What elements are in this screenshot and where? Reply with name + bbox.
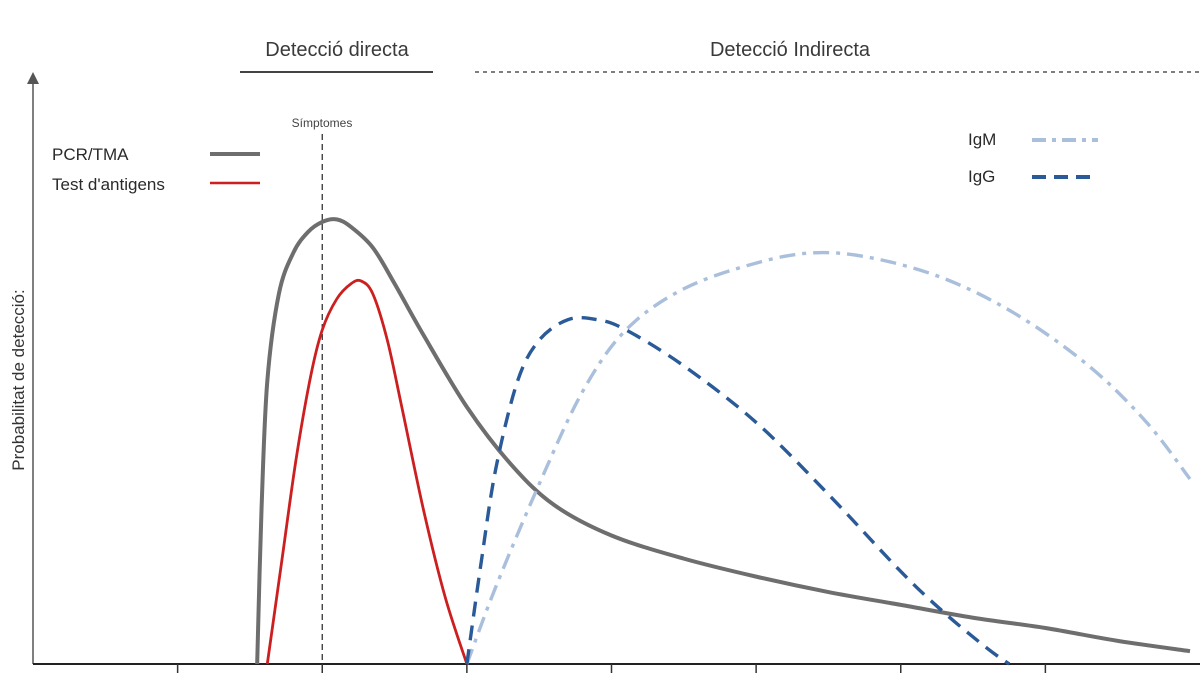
header-indirect: Detecció Indirecta xyxy=(710,39,871,61)
series-line-igm xyxy=(465,250,1192,665)
series-line-igg xyxy=(465,315,1011,666)
legend-igm-label: IgM xyxy=(968,130,996,149)
legend-pcr-label: PCR/TMA xyxy=(52,145,129,164)
symptoms-label: Símptomes xyxy=(292,116,353,130)
series-line-test-d-antigens xyxy=(265,278,469,665)
legend-igg-label: IgG xyxy=(968,167,995,186)
y-axis-arrow xyxy=(27,72,39,84)
header-direct: Detecció directa xyxy=(265,39,409,61)
x-ticks xyxy=(176,664,1047,673)
legend-antigen-label: Test d'antigens xyxy=(52,175,165,194)
series-group xyxy=(255,217,1192,666)
series-line-pcr-tma xyxy=(255,217,1191,665)
y-axis-label: Probabilitat de detecció: xyxy=(9,289,28,470)
